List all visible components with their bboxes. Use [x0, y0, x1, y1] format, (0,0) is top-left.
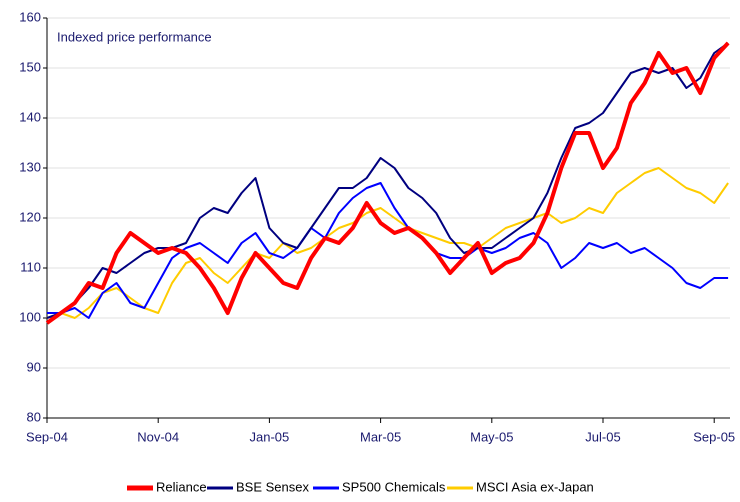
series-line [46, 167, 729, 319]
y-tick-label: 90 [27, 359, 41, 374]
annotation: Indexed price performance [57, 29, 212, 44]
series-line [45, 41, 730, 325]
series-line [47, 182, 729, 319]
y-tick-label: 130 [19, 159, 41, 174]
x-tick-label: Jan-05 [250, 429, 290, 444]
x-tick-label: Sep-04 [26, 429, 68, 444]
y-tick-label: 150 [19, 59, 41, 74]
x-tick-label: Jul-05 [585, 429, 620, 444]
series-line [46, 42, 729, 319]
y-tick-label: 110 [20, 259, 41, 274]
y-tick-label: 80 [27, 409, 41, 424]
y-tick-label: 160 [19, 9, 41, 24]
legend-label: MSCI Asia ex-Japan [476, 479, 594, 494]
legend-label: Reliance [156, 479, 207, 494]
x-tick-label: Nov-04 [137, 429, 179, 444]
y-tick-label: 140 [19, 109, 41, 124]
x-tick-label: Sep-05 [693, 429, 735, 444]
y-tick-label: 120 [19, 209, 41, 224]
x-tick-label: Mar-05 [360, 429, 401, 444]
legend-label: BSE Sensex [236, 479, 309, 494]
legend-label: SP500 Chemicals [342, 479, 446, 494]
x-tick-label: May-05 [470, 429, 513, 444]
y-tick-label: 100 [19, 309, 41, 324]
